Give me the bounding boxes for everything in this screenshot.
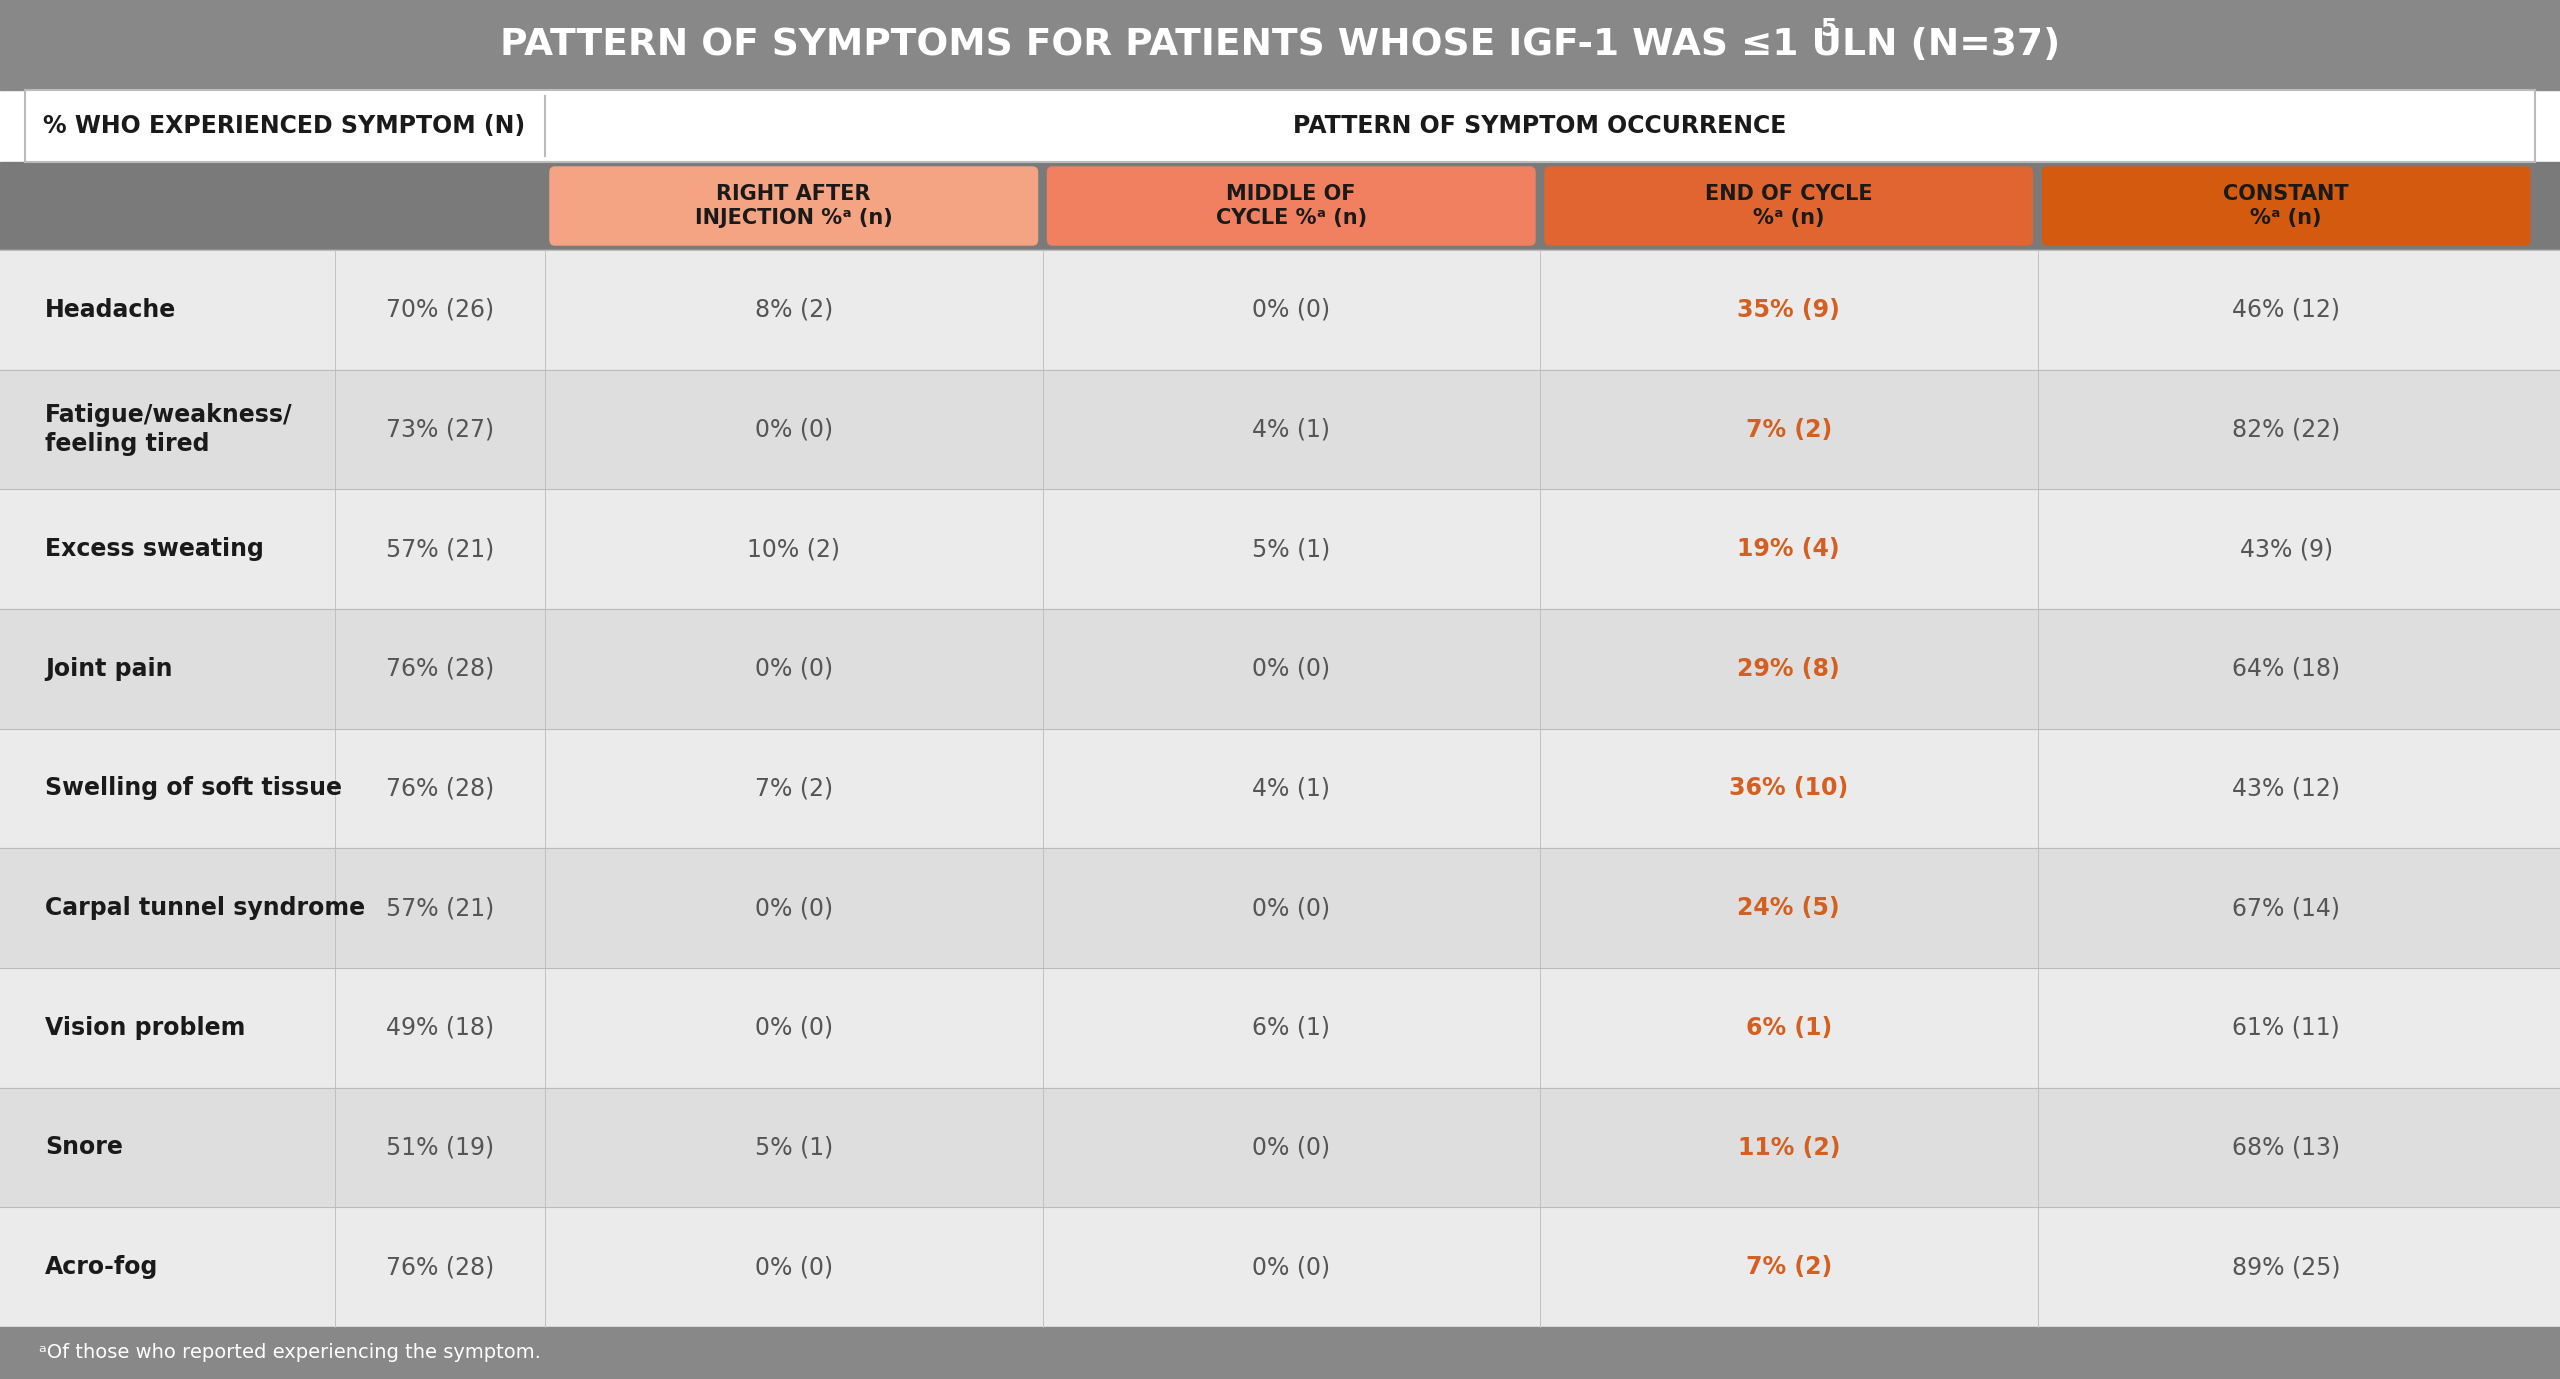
FancyBboxPatch shape bbox=[1546, 167, 2033, 245]
Text: 5% (1): 5% (1) bbox=[1252, 538, 1331, 561]
Text: 57% (21): 57% (21) bbox=[387, 538, 494, 561]
Text: 4% (1): 4% (1) bbox=[1252, 418, 1331, 441]
Bar bbox=[0, 968, 2560, 1088]
Text: RIGHT AFTER
INJECTION %ᵃ (n): RIGHT AFTER INJECTION %ᵃ (n) bbox=[694, 183, 893, 228]
Text: 29% (8): 29% (8) bbox=[1738, 656, 1841, 681]
Text: 35% (9): 35% (9) bbox=[1738, 298, 1841, 321]
Bar bbox=[0, 370, 2560, 490]
Text: 24% (5): 24% (5) bbox=[1738, 896, 1841, 920]
Bar bbox=[0, 610, 2560, 728]
Text: 68% (13): 68% (13) bbox=[2232, 1135, 2340, 1160]
Text: 57% (21): 57% (21) bbox=[387, 896, 494, 920]
Text: 0% (0): 0% (0) bbox=[1252, 298, 1331, 321]
Bar bbox=[0, 728, 2560, 848]
Text: 76% (28): 76% (28) bbox=[387, 656, 494, 681]
Text: 0% (0): 0% (0) bbox=[1252, 1135, 1331, 1160]
Text: 73% (27): 73% (27) bbox=[387, 418, 494, 441]
Text: 82% (22): 82% (22) bbox=[2232, 418, 2340, 441]
Bar bbox=[0, 0, 2560, 90]
Text: Vision problem: Vision problem bbox=[46, 1016, 246, 1040]
Text: ᵃOf those who reported experiencing the symptom.: ᵃOf those who reported experiencing the … bbox=[38, 1343, 540, 1362]
Text: 49% (18): 49% (18) bbox=[387, 1016, 494, 1040]
Text: MIDDLE OF
CYCLE %ᵃ (n): MIDDLE OF CYCLE %ᵃ (n) bbox=[1216, 183, 1367, 228]
Text: Swelling of soft tissue: Swelling of soft tissue bbox=[46, 776, 343, 800]
Text: 61% (11): 61% (11) bbox=[2232, 1016, 2340, 1040]
Text: 5: 5 bbox=[1820, 17, 1836, 41]
Bar bbox=[0, 1327, 2560, 1379]
Text: 0% (0): 0% (0) bbox=[755, 656, 832, 681]
FancyBboxPatch shape bbox=[2043, 167, 2529, 245]
Text: % WHO EXPERIENCED SYMPTOM (N): % WHO EXPERIENCED SYMPTOM (N) bbox=[44, 114, 525, 138]
Bar bbox=[26, 90, 2534, 161]
Text: 76% (28): 76% (28) bbox=[387, 1255, 494, 1280]
Text: Acro-fog: Acro-fog bbox=[46, 1255, 159, 1280]
Text: 0% (0): 0% (0) bbox=[1252, 656, 1331, 681]
Text: 46% (12): 46% (12) bbox=[2232, 298, 2340, 321]
Text: 76% (28): 76% (28) bbox=[387, 776, 494, 800]
Text: 43% (9): 43% (9) bbox=[2240, 538, 2332, 561]
Text: 36% (10): 36% (10) bbox=[1728, 776, 1848, 800]
FancyBboxPatch shape bbox=[1047, 167, 1536, 245]
Text: Joint pain: Joint pain bbox=[46, 656, 172, 681]
Bar bbox=[0, 848, 2560, 968]
Text: 64% (18): 64% (18) bbox=[2232, 656, 2340, 681]
Text: 0% (0): 0% (0) bbox=[1252, 1255, 1331, 1280]
Text: 7% (2): 7% (2) bbox=[1746, 418, 1833, 441]
Text: 7% (2): 7% (2) bbox=[755, 776, 832, 800]
Text: 0% (0): 0% (0) bbox=[755, 896, 832, 920]
Text: 6% (1): 6% (1) bbox=[1252, 1016, 1331, 1040]
Text: Excess sweating: Excess sweating bbox=[46, 538, 264, 561]
Text: 4% (1): 4% (1) bbox=[1252, 776, 1331, 800]
Text: 0% (0): 0% (0) bbox=[755, 1016, 832, 1040]
Text: 51% (19): 51% (19) bbox=[387, 1135, 494, 1160]
Text: 8% (2): 8% (2) bbox=[755, 298, 832, 321]
Text: 0% (0): 0% (0) bbox=[1252, 896, 1331, 920]
Text: 0% (0): 0% (0) bbox=[755, 1255, 832, 1280]
Bar bbox=[0, 490, 2560, 610]
FancyBboxPatch shape bbox=[550, 167, 1037, 245]
Text: 70% (26): 70% (26) bbox=[387, 298, 494, 321]
Text: 43% (12): 43% (12) bbox=[2232, 776, 2340, 800]
Text: 6% (1): 6% (1) bbox=[1746, 1016, 1833, 1040]
Bar bbox=[0, 1208, 2560, 1327]
Text: 89% (25): 89% (25) bbox=[2232, 1255, 2340, 1280]
Text: CONSTANT
%ᵃ (n): CONSTANT %ᵃ (n) bbox=[2225, 183, 2350, 228]
Text: Headache: Headache bbox=[46, 298, 177, 321]
Text: 7% (2): 7% (2) bbox=[1746, 1255, 1833, 1280]
Text: 11% (2): 11% (2) bbox=[1738, 1135, 1841, 1160]
Text: Carpal tunnel syndrome: Carpal tunnel syndrome bbox=[46, 896, 366, 920]
Bar bbox=[0, 161, 2560, 250]
Text: 67% (14): 67% (14) bbox=[2232, 896, 2340, 920]
Text: Snore: Snore bbox=[46, 1135, 123, 1160]
Bar bbox=[0, 1088, 2560, 1208]
Text: PATTERN OF SYMPTOM OCCURRENCE: PATTERN OF SYMPTOM OCCURRENCE bbox=[1293, 114, 1787, 138]
Text: 10% (2): 10% (2) bbox=[748, 538, 840, 561]
Bar bbox=[0, 250, 2560, 370]
Text: 5% (1): 5% (1) bbox=[755, 1135, 832, 1160]
Text: END OF CYCLE
%ᵃ (n): END OF CYCLE %ᵃ (n) bbox=[1705, 183, 1871, 228]
Text: PATTERN OF SYMPTOMS FOR PATIENTS WHOSE IGF-1 WAS ≤1 ULN (N=37): PATTERN OF SYMPTOMS FOR PATIENTS WHOSE I… bbox=[499, 28, 2061, 63]
Text: 19% (4): 19% (4) bbox=[1738, 538, 1841, 561]
Text: Fatigue/weakness/
feeling tired: Fatigue/weakness/ feeling tired bbox=[46, 403, 292, 456]
Text: 0% (0): 0% (0) bbox=[755, 418, 832, 441]
Bar bbox=[26, 90, 2534, 161]
